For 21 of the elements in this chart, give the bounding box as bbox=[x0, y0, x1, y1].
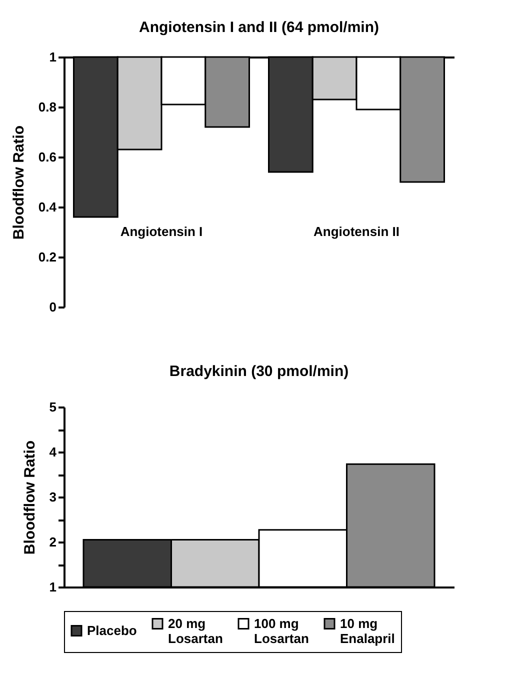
legend-label: 100 mg Losartan bbox=[254, 616, 309, 646]
y-tick-label: 1 bbox=[49, 580, 56, 594]
category-label: Angiotensin II bbox=[314, 224, 400, 239]
legend-label: 20 mg Losartan bbox=[168, 616, 223, 646]
y-tick-label: 0.2 bbox=[38, 250, 56, 264]
legend-label: Placebo bbox=[87, 622, 137, 638]
chart-title: Bradykinin (30 pmol/min) bbox=[169, 363, 349, 380]
y-axis-title: Bloodflow Ratio bbox=[10, 125, 28, 240]
y-tick-label: 2 bbox=[49, 534, 56, 550]
y-tick-label: 0 bbox=[49, 300, 56, 314]
y-tick-label: 0.6 bbox=[38, 150, 56, 164]
y-tick-label: 3 bbox=[49, 490, 56, 504]
y-tick-label: 5 bbox=[49, 400, 56, 414]
y-tick-label: 4 bbox=[49, 444, 58, 460]
y-tick-label: 1 bbox=[49, 50, 56, 64]
y-axis-title: Bloodflow Ratio bbox=[21, 440, 38, 555]
y-tick-label: 0.4 bbox=[38, 200, 58, 214]
legend-label: 10 mg Enalapril bbox=[340, 616, 395, 646]
chart-title: Angiotensin I and II (64 pmol/min) bbox=[138, 19, 380, 36]
y-tick-label: 0.8 bbox=[38, 100, 56, 114]
category-label: Angiotensin I bbox=[120, 224, 203, 239]
